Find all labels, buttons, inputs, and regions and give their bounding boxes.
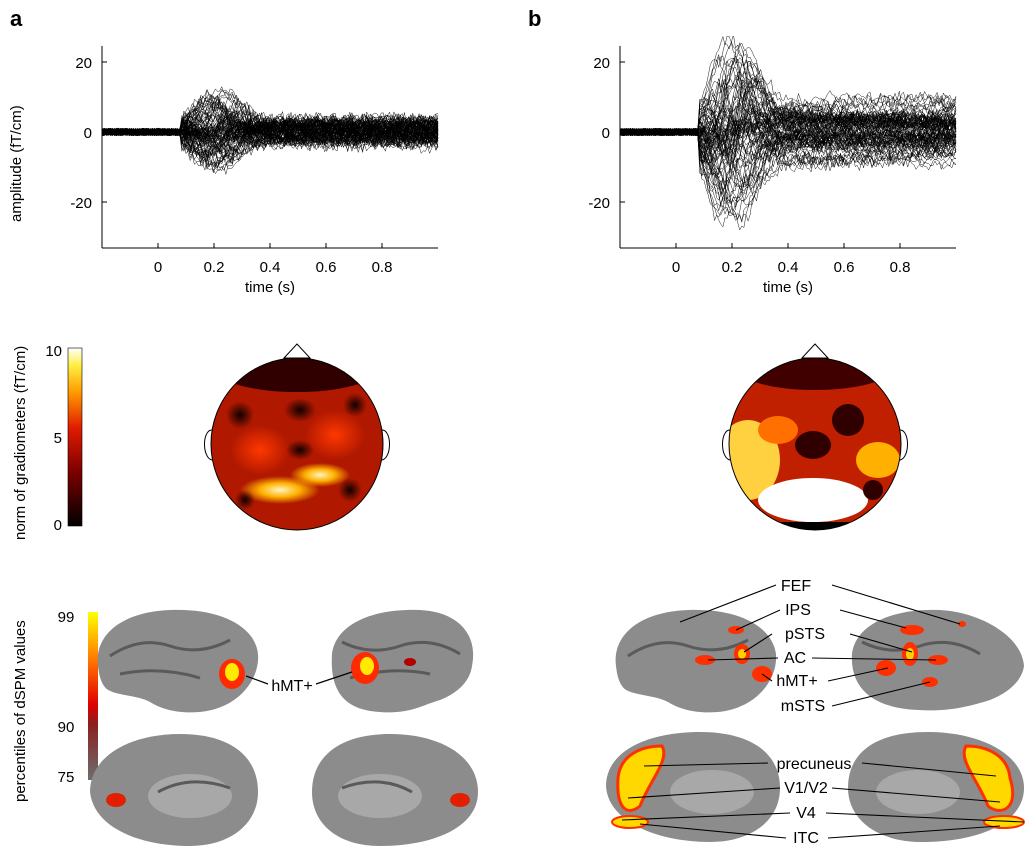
waveform-traces-b bbox=[619, 36, 957, 231]
waveform-trace bbox=[101, 112, 439, 156]
x-axis-label-b: time (s) bbox=[763, 279, 813, 296]
colorbar-tick: 10 bbox=[45, 343, 62, 360]
waveform-trace bbox=[101, 88, 439, 147]
panel-label-a: a bbox=[10, 6, 23, 31]
x-ticks-a: 0 0.2 0.4 0.6 0.8 bbox=[154, 243, 393, 276]
x-tick-label: 0.8 bbox=[890, 259, 911, 276]
waveform-trace bbox=[101, 124, 439, 157]
y-ticks-a: 20 0 -20 bbox=[70, 55, 107, 212]
x-tick-label: 0.2 bbox=[722, 259, 743, 276]
label-precuneus: precuneus bbox=[777, 756, 852, 773]
y-tick-label: -20 bbox=[70, 195, 92, 212]
colorbar-tick: 0 bbox=[54, 517, 62, 534]
waveform-trace bbox=[101, 127, 439, 148]
brain-medial-right-b bbox=[848, 732, 1025, 842]
x-tick-label: 0.8 bbox=[372, 259, 393, 276]
waveform-trace bbox=[619, 116, 957, 228]
y-tick-label: 20 bbox=[75, 55, 92, 72]
y-tick-label: 0 bbox=[84, 125, 92, 142]
x-tick-label: 0 bbox=[154, 259, 162, 276]
label-hmt-a: hMT+ bbox=[271, 678, 312, 695]
x-tick-label: 0 bbox=[672, 259, 680, 276]
y-tick-label: -20 bbox=[588, 195, 610, 212]
waveform-trace bbox=[101, 121, 439, 160]
colorbar-dspm-label: percentiles of dSPM values bbox=[12, 620, 29, 802]
left-ear-icon bbox=[204, 429, 213, 461]
label-v4: V4 bbox=[796, 805, 816, 822]
left-ear-icon bbox=[722, 429, 731, 461]
x-tick-label: 0.6 bbox=[834, 259, 855, 276]
waveform-trace bbox=[619, 101, 957, 137]
label-ips: IPS bbox=[785, 602, 811, 619]
waveform-trace bbox=[619, 127, 957, 223]
waveform-trace bbox=[619, 96, 957, 231]
waveform-plot-b: 20 0 -20 0 0.2 0.4 0.6 0.8 time (s) bbox=[588, 36, 957, 296]
panel-label-b: b bbox=[528, 6, 542, 31]
y-tick-label: 0 bbox=[602, 125, 610, 142]
label-itc: ITC bbox=[793, 830, 819, 847]
waveform-trace bbox=[619, 41, 957, 137]
waveform-traces-a bbox=[101, 86, 439, 176]
x-axis-label-a: time (s) bbox=[245, 279, 295, 296]
brain-lateral-left-a bbox=[97, 609, 259, 713]
colorbar-tick: 90 bbox=[58, 719, 75, 736]
waveform-trace bbox=[619, 80, 957, 154]
x-tick-label: 0.2 bbox=[204, 259, 225, 276]
y-tick-label: 20 bbox=[593, 55, 610, 72]
brain-maps-a: hMT+ bbox=[90, 609, 478, 846]
label-msts: mSTS bbox=[781, 698, 825, 715]
nose-icon bbox=[800, 343, 830, 359]
label-fef: FEF bbox=[781, 578, 811, 595]
waveform-trace bbox=[101, 105, 439, 171]
brain-medial-right-a bbox=[312, 734, 478, 846]
leader-lines-b bbox=[621, 584, 1025, 839]
brain-medial-left-a bbox=[90, 734, 258, 846]
nose-icon bbox=[282, 343, 312, 359]
label-ac: AC bbox=[784, 650, 806, 667]
x-tick-label: 0.4 bbox=[778, 259, 799, 276]
x-ticks-b: 0 0.2 0.4 0.6 0.8 bbox=[672, 243, 911, 276]
colorbar-dspm: 99 90 75 bbox=[58, 609, 98, 786]
colorbar-tick: 99 bbox=[58, 609, 75, 626]
colorbar-tick: 5 bbox=[54, 430, 62, 447]
waveform-trace bbox=[619, 97, 957, 137]
sensor-topography-a bbox=[204, 343, 390, 531]
right-ear-icon bbox=[899, 429, 908, 461]
label-v1v2: V1/V2 bbox=[784, 780, 828, 797]
brain-lateral-right-b bbox=[851, 609, 1024, 711]
waveform-trace bbox=[101, 93, 439, 162]
label-psts: pSTS bbox=[785, 626, 825, 643]
waveform-plot-a: 20 0 -20 0 0.2 0.4 0.6 0.8 time (s) bbox=[70, 46, 439, 296]
brain-region-labels-b: FEF IPS pSTS AC hMT+ mSTS precuneus V1/V… bbox=[776, 578, 851, 847]
y-ticks-b: 20 0 -20 bbox=[588, 55, 625, 212]
label-hmt-b: hMT+ bbox=[776, 673, 817, 690]
sensor-topography-b bbox=[722, 343, 908, 531]
waveform-trace bbox=[101, 114, 439, 168]
x-tick-label: 0.6 bbox=[316, 259, 337, 276]
waveform-ylabel: amplitude (fT/cm) bbox=[8, 105, 25, 222]
waveform-trace bbox=[619, 115, 957, 154]
x-tick-label: 0.4 bbox=[260, 259, 281, 276]
colorbar-tick: 75 bbox=[58, 769, 75, 786]
brain-lateral-right-a bbox=[331, 609, 474, 713]
colorbar-gradiometers-label: norm of gradiometers (fT/cm) bbox=[12, 345, 29, 540]
right-ear-icon bbox=[381, 429, 390, 461]
waveform-trace bbox=[619, 70, 957, 165]
brain-medial-left-b bbox=[606, 732, 780, 842]
colorbar-gradiometers: 10 5 0 bbox=[45, 343, 83, 534]
brain-maps-b: FEF IPS pSTS AC hMT+ mSTS precuneus V1/V… bbox=[606, 578, 1025, 847]
brain-lateral-left-b bbox=[615, 609, 777, 713]
